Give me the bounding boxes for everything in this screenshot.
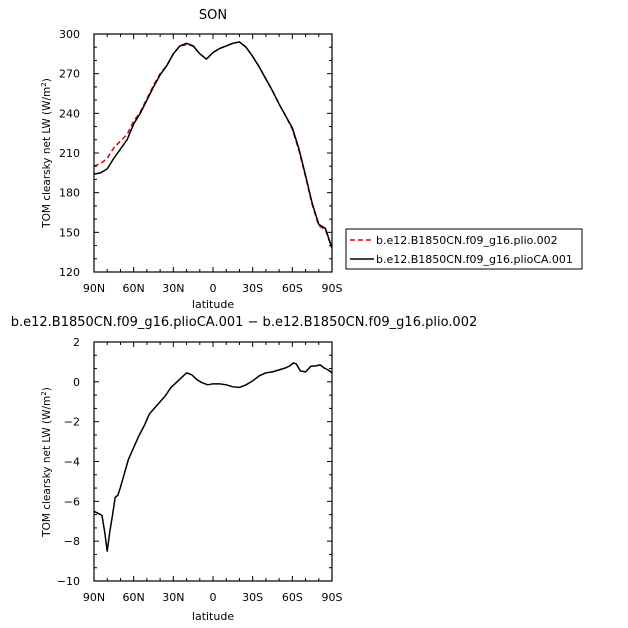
top-x-tick-label: 60S (282, 282, 303, 295)
legend-label-1: b.e12.B1850CN.f09_g16.plioCA.001 (376, 253, 573, 266)
top-x-tick-label: 30N (162, 282, 184, 295)
bottom-panel-xlabel: latitude (192, 610, 234, 623)
bottom-x-tick-label: 90S (322, 591, 343, 604)
top-y-tick-label: 240 (59, 107, 80, 120)
bottom-ylabel-sup: 2 (40, 391, 48, 395)
top-x-tick-label: 30S (242, 282, 263, 295)
top-y-tick-label: 150 (59, 226, 80, 239)
bottom-y-tick-label: −6 (64, 495, 80, 508)
top-x-tick-label: 90S (322, 282, 343, 295)
bottom-y-tick-label: −10 (57, 575, 80, 588)
bottom-x-tick-label: 30S (242, 591, 263, 604)
bottom-y-tick-label: 0 (73, 376, 80, 389)
top-x-tick-label: 0 (210, 282, 217, 295)
bottom-x-tick-label: 60N (123, 591, 145, 604)
top-panel-ylabel: TOM clearsky net LW (W/m2) (40, 78, 53, 229)
bottom-y-tick-label: −8 (64, 535, 80, 548)
top-ylabel-close: ) (41, 78, 53, 82)
top-series-line-1 (93, 41, 333, 249)
top-plot-area: 90N 60N 30N 0 30S 60S 90S 120 150 180 210 240 270 300 (59, 28, 343, 295)
bottom-y-tick-label: −4 (64, 456, 80, 469)
top-y-tick-label: 270 (59, 68, 80, 81)
bottom-x-tick-label: 30N (162, 591, 184, 604)
top-ylabel-main: TOM clearsky net LW (W/m (41, 87, 53, 229)
bottom-panel-ylabel: TOM clearsky net LW (W/m2) (40, 387, 53, 538)
bottom-x-tick-label: 90N (83, 591, 105, 604)
top-panel-xlabel: latitude (192, 298, 234, 311)
top-y-tick-label: 300 (59, 28, 80, 41)
bottom-ylabel-close: ) (41, 387, 53, 391)
top-x-tick-label: 60N (123, 282, 145, 295)
legend: b.e12.B1850CN.f09_g16.plio.002 b.e12.B18… (345, 228, 583, 270)
top-y-tick-label: 210 (59, 147, 80, 160)
bottom-series-line-0 (93, 362, 333, 552)
top-panel: SON 90N 60N 30N 0 30S 60S 90S 120 150 180 210 240 27… (40, 8, 343, 311)
bottom-y-tick-label: 2 (73, 336, 80, 349)
top-series-line-0 (93, 41, 333, 249)
bottom-x-tick-label: 0 (210, 591, 217, 604)
legend-label-0: b.e12.B1850CN.f09_g16.plio.002 (376, 234, 558, 247)
legend-box (345, 228, 583, 270)
top-plot-frame (93, 33, 333, 273)
bottom-ylabel-main: TOM clearsky net LW (W/m (41, 396, 53, 538)
bottom-plot-area: 90N 60N 30N 0 30S 60S 90S −10 −8 −6 −4 −2 0 2 (57, 336, 343, 604)
bottom-x-tick-label: 60S (282, 591, 303, 604)
bottom-panel: b.e12.B1850CN.f09_g16.plioCA.001 − b.e12… (11, 315, 478, 623)
top-y-tick-label: 180 (59, 187, 80, 200)
bottom-panel-title: b.e12.B1850CN.f09_g16.plioCA.001 − b.e12… (11, 315, 478, 330)
bottom-y-tick-label: −2 (64, 416, 80, 429)
bottom-plot-frame (93, 341, 333, 582)
top-ylabel-sup: 2 (40, 82, 48, 86)
top-x-tick-label: 90N (83, 282, 105, 295)
top-y-tick-label: 120 (59, 266, 80, 279)
top-panel-title: SON (199, 8, 227, 23)
